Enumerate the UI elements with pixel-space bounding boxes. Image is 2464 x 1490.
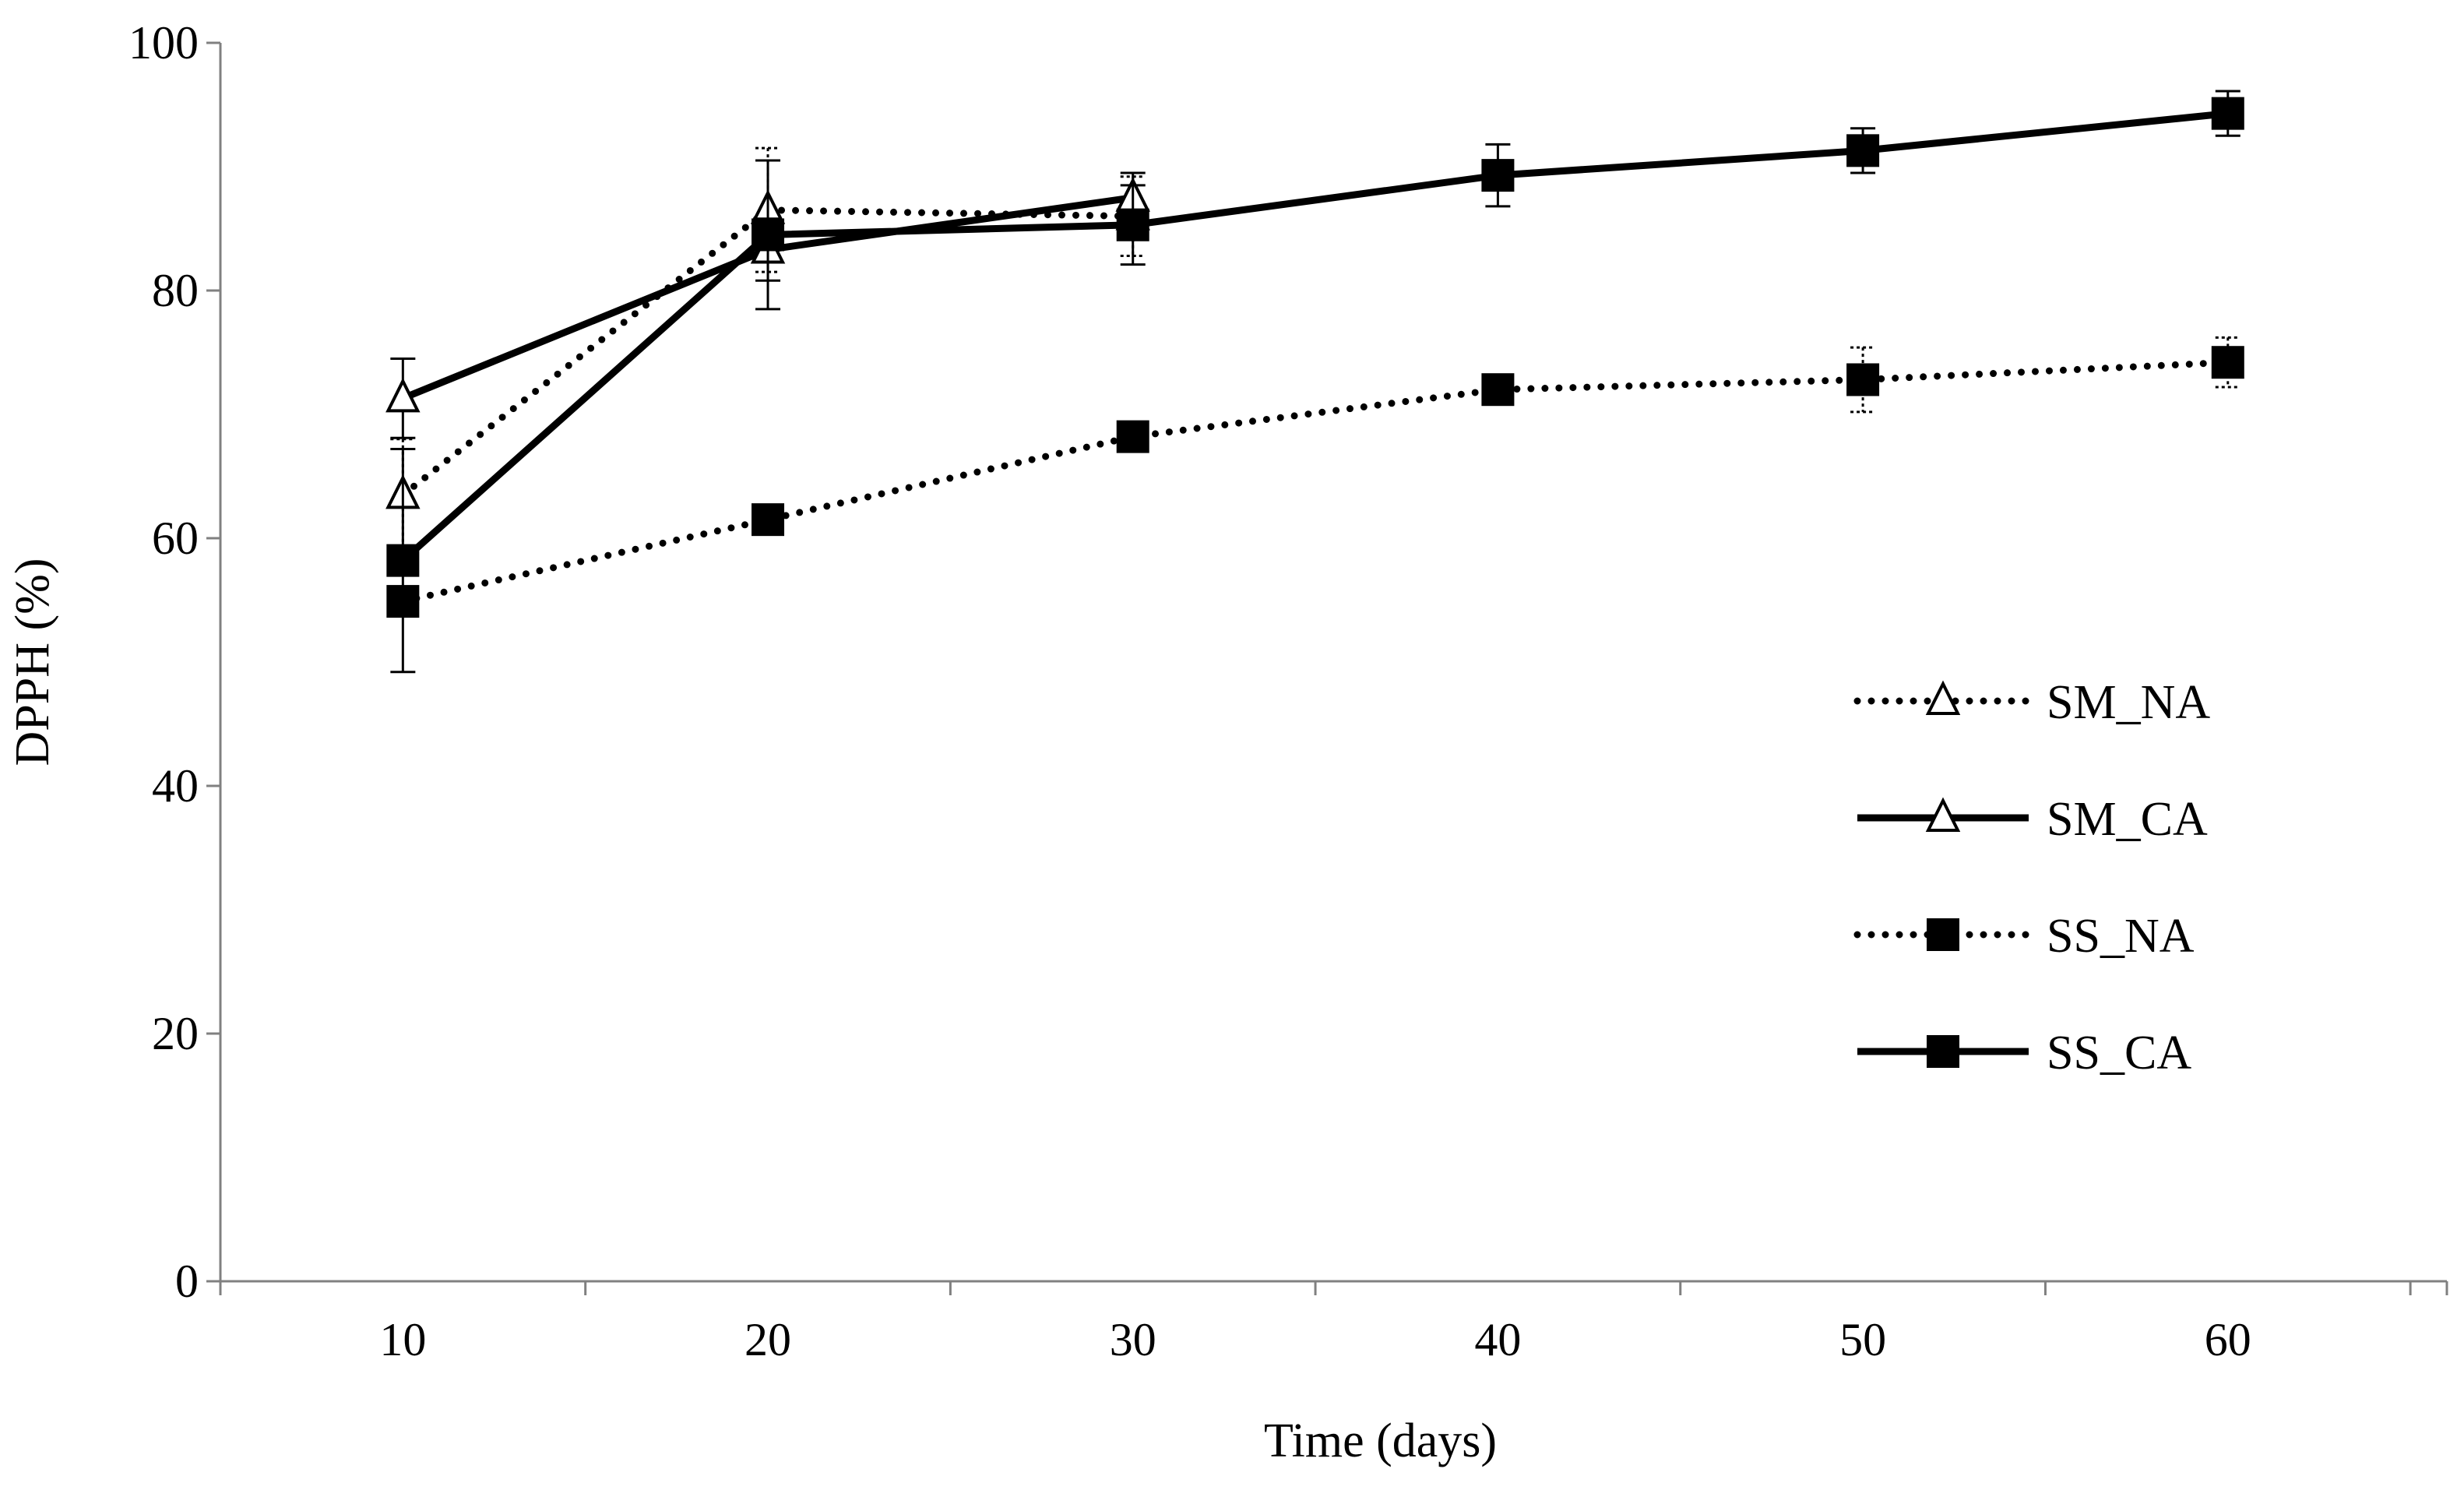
x-tick-label: 50 bbox=[1839, 1314, 1886, 1365]
legend-item-ss-na: SS_NA bbox=[1853, 910, 2195, 963]
y-tick-label: 60 bbox=[152, 513, 199, 564]
legend-marker-sm-na bbox=[1925, 680, 1961, 715]
data-point-ss-na bbox=[1116, 420, 1149, 453]
legend-item-sm-ca: SM_CA bbox=[1857, 793, 2208, 846]
legend-item-sm-na: SM_NA bbox=[1853, 676, 2210, 729]
x-tick-label: 30 bbox=[1110, 1314, 1156, 1365]
x-tick-label: 60 bbox=[2205, 1314, 2251, 1365]
data-point-ss-ca bbox=[386, 544, 420, 577]
legend-marker-ss-na bbox=[1927, 918, 1959, 951]
legend-label-ss-na: SS_NA bbox=[2047, 910, 2195, 963]
axes-group bbox=[206, 41, 2448, 1295]
tick-labels-group: 0 20 40 60 80 100 10 20 30 40 50 60 bbox=[128, 17, 2251, 1365]
data-point-ss-na bbox=[1481, 373, 1515, 407]
legend-marker-sm-ca bbox=[1925, 797, 1961, 832]
x-tick-label: 40 bbox=[1474, 1314, 1521, 1365]
data-point-ss-ca bbox=[752, 218, 785, 252]
legend-marker-ss-ca bbox=[1927, 1035, 1959, 1068]
series-line-ss-ca bbox=[400, 110, 2229, 563]
legend-label-sm-ca: SM_CA bbox=[2047, 793, 2208, 846]
y-axis-title: DPPH (%) bbox=[6, 558, 59, 766]
y-tick-label: 20 bbox=[152, 1008, 199, 1059]
legend: SM_NA SM_CA SS_NA SS_CA bbox=[1853, 676, 2210, 1080]
x-tick-label: 10 bbox=[379, 1314, 426, 1365]
data-point-ss-ca bbox=[1846, 134, 1880, 167]
series-ss-ca bbox=[386, 90, 2244, 674]
y-tick-label: 0 bbox=[175, 1256, 199, 1307]
data-point-sm-ca bbox=[385, 377, 421, 413]
legend-label-sm-na: SM_NA bbox=[2047, 676, 2210, 729]
data-point-ss-na bbox=[2211, 346, 2244, 379]
data-point-ss-na bbox=[1846, 363, 1880, 396]
data-point-ss-ca bbox=[2211, 97, 2244, 130]
data-point-ss-ca bbox=[1481, 159, 1515, 192]
series-line-ss-na bbox=[399, 358, 2232, 605]
y-tick-label: 40 bbox=[152, 760, 199, 812]
series-group bbox=[385, 90, 2244, 674]
y-tick-label: 80 bbox=[152, 265, 199, 316]
x-axis-title: Time (days) bbox=[1264, 1414, 1497, 1467]
y-tick-label: 100 bbox=[128, 17, 199, 69]
legend-item-ss-ca: SS_CA bbox=[1857, 1027, 2191, 1080]
data-point-ss-ca bbox=[1116, 208, 1149, 241]
data-point-ss-na bbox=[752, 503, 785, 537]
x-tick-label: 20 bbox=[744, 1314, 791, 1365]
series-ss-na bbox=[386, 336, 2244, 618]
legend-label-ss-ca: SS_CA bbox=[2047, 1027, 2191, 1080]
